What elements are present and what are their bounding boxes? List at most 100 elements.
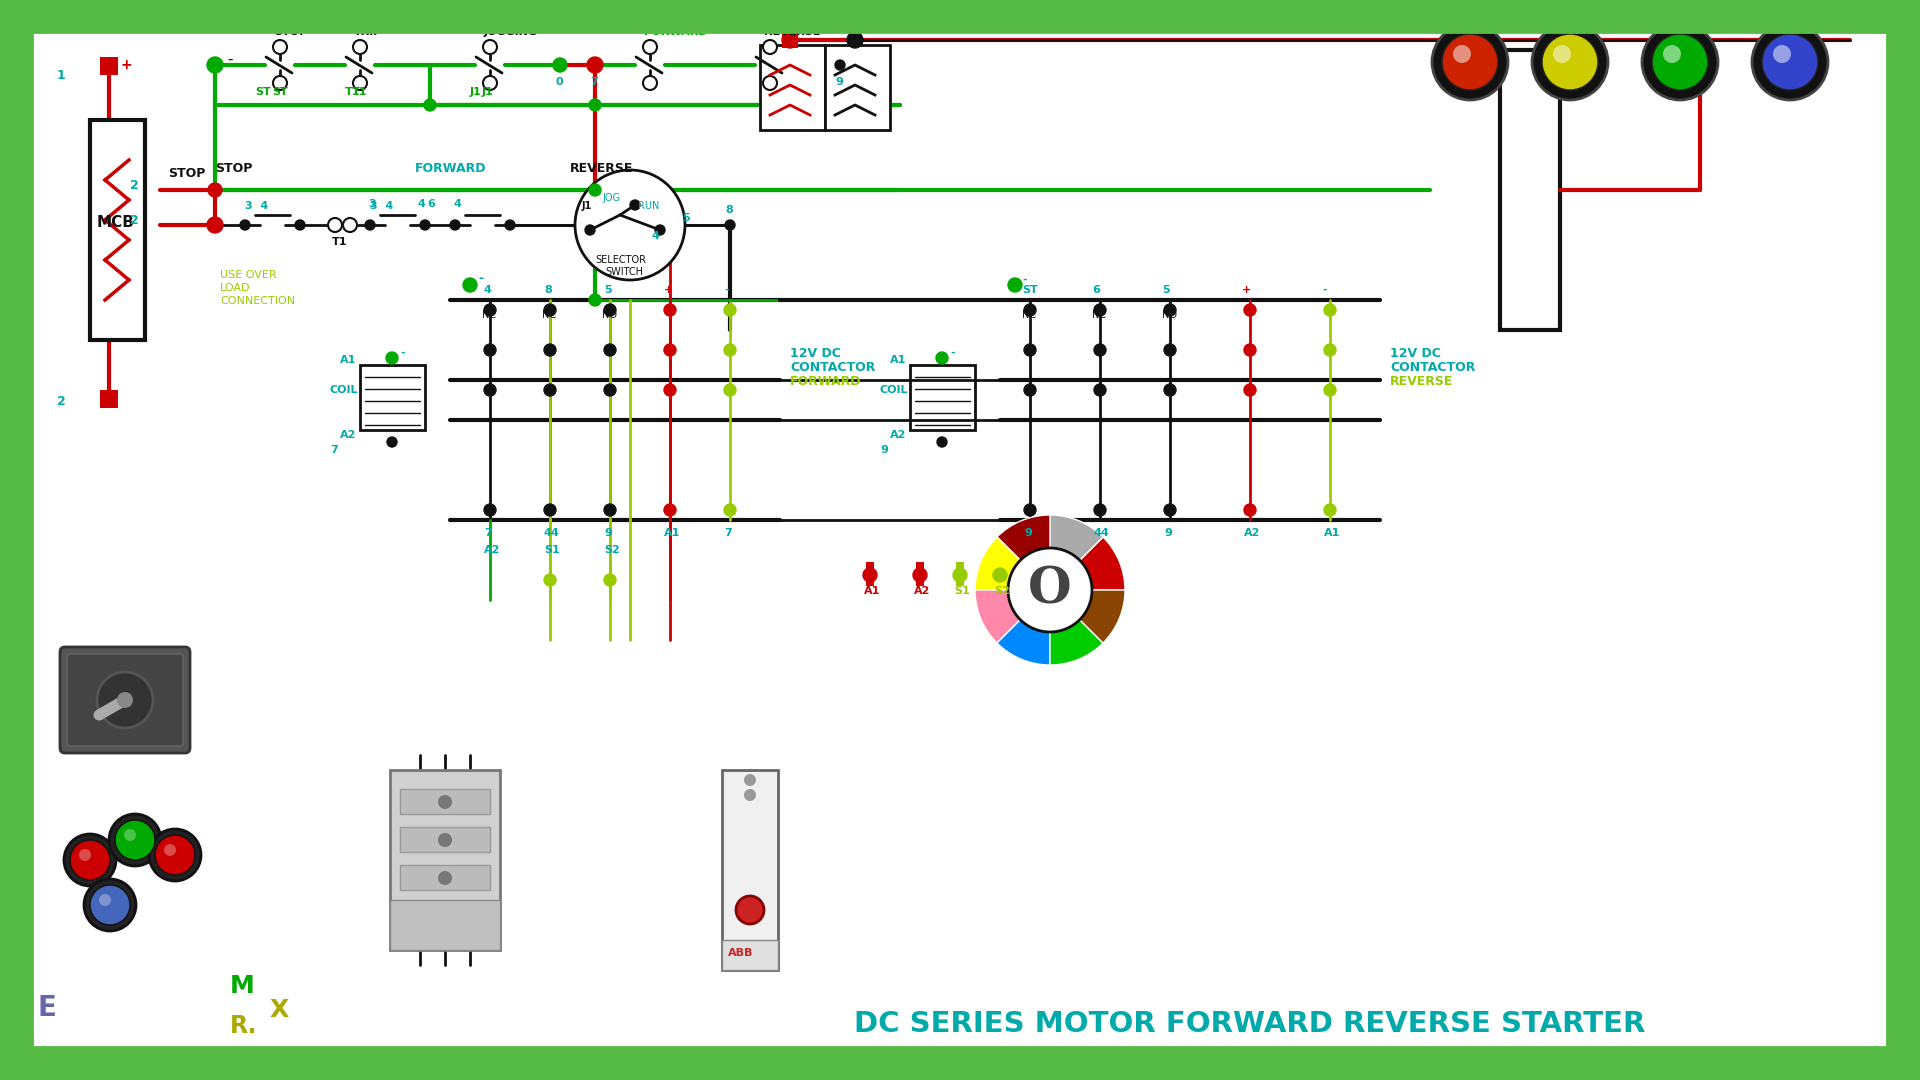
Text: ST: ST bbox=[1021, 285, 1037, 295]
Text: FORWARD: FORWARD bbox=[789, 375, 862, 388]
Circle shape bbox=[724, 384, 735, 396]
Text: A2: A2 bbox=[484, 545, 501, 555]
Circle shape bbox=[484, 504, 495, 516]
Text: 44: 44 bbox=[1094, 528, 1110, 538]
Text: 7: 7 bbox=[484, 528, 492, 538]
Circle shape bbox=[724, 345, 735, 356]
Circle shape bbox=[1244, 303, 1256, 316]
Text: A1: A1 bbox=[1325, 528, 1340, 538]
Circle shape bbox=[1663, 45, 1682, 63]
Circle shape bbox=[745, 774, 756, 786]
Text: -: - bbox=[724, 285, 728, 295]
Circle shape bbox=[424, 99, 436, 111]
Text: CONTACTOR: CONTACTOR bbox=[789, 361, 876, 374]
Bar bbox=[100, 57, 117, 75]
Text: A2: A2 bbox=[340, 430, 357, 440]
Text: 12V DC: 12V DC bbox=[1390, 347, 1440, 360]
Circle shape bbox=[543, 504, 557, 516]
Text: 3  4: 3 4 bbox=[371, 201, 394, 211]
Circle shape bbox=[1325, 303, 1336, 316]
Text: X: X bbox=[271, 998, 290, 1022]
Circle shape bbox=[117, 692, 132, 708]
Text: A1: A1 bbox=[891, 355, 906, 365]
Text: 2: 2 bbox=[131, 179, 138, 192]
Circle shape bbox=[1244, 384, 1256, 396]
Text: A1: A1 bbox=[664, 528, 680, 538]
Circle shape bbox=[1023, 384, 1037, 396]
Text: ST: ST bbox=[273, 87, 288, 97]
Circle shape bbox=[1651, 33, 1709, 90]
Text: -: - bbox=[789, 10, 797, 25]
Text: T1: T1 bbox=[332, 237, 348, 247]
Circle shape bbox=[207, 57, 223, 73]
Circle shape bbox=[589, 184, 601, 195]
Text: J1: J1 bbox=[470, 87, 482, 97]
Text: 7: 7 bbox=[330, 445, 338, 455]
Text: 4: 4 bbox=[653, 231, 660, 241]
Text: +: + bbox=[664, 285, 674, 295]
Text: SWITCH: SWITCH bbox=[605, 267, 643, 276]
Circle shape bbox=[664, 384, 676, 396]
Text: A2: A2 bbox=[891, 430, 906, 440]
Circle shape bbox=[1553, 45, 1571, 63]
Circle shape bbox=[90, 885, 131, 924]
Circle shape bbox=[438, 795, 451, 809]
Text: SELECTOR: SELECTOR bbox=[595, 255, 645, 265]
Circle shape bbox=[543, 345, 557, 356]
Text: O: O bbox=[1029, 566, 1071, 615]
Circle shape bbox=[1008, 548, 1092, 632]
Wedge shape bbox=[1050, 515, 1102, 590]
Text: T1: T1 bbox=[351, 87, 367, 97]
Bar bbox=[90, 120, 146, 340]
Circle shape bbox=[1642, 24, 1718, 100]
Circle shape bbox=[69, 840, 109, 880]
Text: FORWARD: FORWARD bbox=[643, 27, 707, 37]
Circle shape bbox=[586, 225, 595, 235]
Circle shape bbox=[438, 833, 451, 847]
Bar bbox=[866, 562, 874, 586]
Text: -: - bbox=[227, 52, 232, 67]
Circle shape bbox=[1244, 345, 1256, 356]
Circle shape bbox=[1164, 384, 1175, 396]
Text: +: + bbox=[755, 10, 768, 25]
Circle shape bbox=[643, 40, 657, 54]
Text: T1: T1 bbox=[346, 87, 361, 97]
Bar bbox=[722, 770, 778, 970]
Text: REVERSE: REVERSE bbox=[1390, 375, 1453, 388]
Text: -: - bbox=[1021, 275, 1027, 285]
Bar bbox=[956, 562, 964, 586]
Circle shape bbox=[1008, 278, 1021, 292]
Circle shape bbox=[589, 294, 601, 306]
Circle shape bbox=[344, 218, 357, 232]
Wedge shape bbox=[975, 537, 1050, 590]
Text: TRIP: TRIP bbox=[353, 27, 382, 37]
Text: 5: 5 bbox=[1162, 285, 1169, 295]
Text: -: - bbox=[1323, 285, 1327, 295]
Circle shape bbox=[388, 437, 397, 447]
Text: A1: A1 bbox=[864, 586, 881, 596]
Circle shape bbox=[328, 218, 342, 232]
Text: 2: 2 bbox=[131, 214, 138, 227]
Text: JOG: JOG bbox=[603, 193, 620, 203]
Circle shape bbox=[296, 220, 305, 230]
Circle shape bbox=[588, 57, 603, 73]
Text: NO: NO bbox=[603, 310, 616, 320]
Circle shape bbox=[420, 220, 430, 230]
Circle shape bbox=[1094, 384, 1106, 396]
Text: USE OVER: USE OVER bbox=[221, 270, 276, 280]
Text: +: + bbox=[119, 58, 132, 72]
Circle shape bbox=[605, 303, 616, 316]
Wedge shape bbox=[975, 590, 1050, 643]
Circle shape bbox=[605, 573, 616, 586]
Text: 4: 4 bbox=[484, 285, 492, 295]
Bar bbox=[781, 32, 799, 48]
Text: FORWARD: FORWARD bbox=[415, 162, 486, 175]
Circle shape bbox=[240, 220, 250, 230]
Text: -: - bbox=[950, 348, 954, 357]
Circle shape bbox=[484, 76, 497, 90]
FancyBboxPatch shape bbox=[67, 654, 182, 746]
Circle shape bbox=[1094, 504, 1106, 516]
Circle shape bbox=[914, 568, 927, 582]
Circle shape bbox=[847, 32, 862, 48]
Text: MCB: MCB bbox=[98, 215, 134, 230]
